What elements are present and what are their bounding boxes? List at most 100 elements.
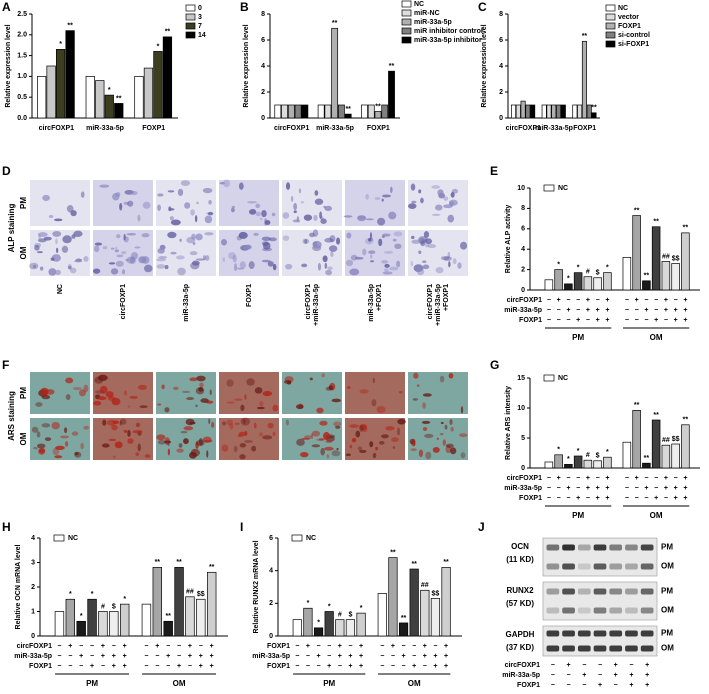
bar <box>331 27 339 119</box>
table-cell: − <box>654 297 658 304</box>
blot-band <box>546 630 560 637</box>
significance: $ <box>596 270 600 277</box>
blot-band <box>640 607 654 614</box>
table-cell: + <box>654 495 658 502</box>
significance: * <box>157 43 160 50</box>
stain-blob <box>285 263 293 270</box>
significance: * <box>567 276 570 283</box>
y-tick-label: 6 <box>269 535 273 542</box>
stain-blob <box>38 449 45 455</box>
stain-blob <box>293 202 298 211</box>
stain-blob <box>244 439 253 443</box>
blot-band <box>609 588 623 595</box>
table-cell: + <box>586 307 590 314</box>
table-cell: − <box>547 495 551 502</box>
stain-blob <box>267 422 274 429</box>
significance: ## <box>662 437 670 444</box>
table-cell: − <box>295 653 299 660</box>
stain-blob <box>396 427 401 436</box>
table-cell: − <box>567 672 571 679</box>
protein-size: (37 KD) <box>506 643 534 652</box>
bar <box>554 269 563 291</box>
significance: ** <box>401 615 407 622</box>
stain-blob <box>123 233 126 241</box>
stain-blob <box>385 426 395 431</box>
bar <box>109 611 119 637</box>
y-tick-label: 2 <box>499 89 503 96</box>
group-label: PM <box>572 333 584 342</box>
significance: $ <box>348 612 352 619</box>
bar <box>398 622 409 637</box>
table-cell: − <box>306 653 310 660</box>
blot-band <box>593 563 607 570</box>
bar <box>85 76 95 119</box>
stain-image <box>282 180 342 226</box>
y-tick-label: 8 <box>499 11 503 18</box>
bar <box>104 94 114 119</box>
stain-blob <box>157 439 166 445</box>
significance: * <box>360 605 363 612</box>
table-cell: + <box>664 307 668 314</box>
y-axis-label: Relative expression level <box>481 24 488 107</box>
table-cell: + <box>423 643 427 650</box>
stain-blob <box>325 269 333 276</box>
stain-blob <box>258 432 264 437</box>
table-cell: + <box>645 662 649 669</box>
y-axis-label: Relative ALP activity <box>505 205 512 274</box>
x-tick-label: miR-33a-5p <box>86 125 124 132</box>
stain-blob <box>231 205 236 209</box>
stain-blob <box>259 217 263 221</box>
stain-blob <box>439 433 444 436</box>
stain-blob <box>346 232 352 239</box>
table-cell: − <box>644 317 648 324</box>
panel-letter: A <box>2 0 11 14</box>
stain-blob <box>108 262 116 265</box>
stain-blob <box>418 449 424 458</box>
table-cell: + <box>199 653 203 660</box>
legend-swatch <box>543 184 555 192</box>
stain-image <box>408 180 468 226</box>
stain-blob <box>425 451 432 460</box>
stain-blob <box>234 422 240 426</box>
bar <box>544 461 554 469</box>
stain-blob <box>443 204 453 209</box>
stain-blob <box>293 210 297 214</box>
blot-band <box>593 544 607 551</box>
table-cell: − <box>144 653 148 660</box>
x-tick-label: miR-33a-5p <box>316 125 354 132</box>
stain-blob <box>448 261 451 268</box>
stain-blob <box>420 197 424 204</box>
blot-band <box>577 630 591 637</box>
stain-blob <box>381 198 384 202</box>
bar <box>520 100 526 119</box>
stain-blob <box>237 434 243 437</box>
stain-blob <box>137 384 148 390</box>
stain-blob <box>311 444 321 448</box>
blot-band <box>546 607 560 614</box>
table-cell: + <box>654 317 658 324</box>
significance: ** <box>644 273 650 280</box>
bar <box>593 460 602 469</box>
table-cell: + <box>566 485 570 492</box>
y-axis-label: Relative expression level <box>243 24 250 107</box>
stain-blob <box>119 202 123 211</box>
stain-blob <box>55 445 65 450</box>
bar <box>573 455 583 469</box>
table-cell: − <box>635 485 639 492</box>
stain-blob <box>206 450 209 458</box>
table-row-label: FOXP1 <box>267 663 290 670</box>
table-cell: + <box>327 663 331 670</box>
stain-blob <box>322 432 330 440</box>
bar <box>274 104 282 119</box>
y-axis-label: Relative RUNX2 mRNA level <box>253 540 260 633</box>
stain-blob <box>357 446 363 451</box>
blot-band <box>640 645 654 652</box>
stain-blob <box>226 419 233 426</box>
stain-blob <box>460 406 464 414</box>
stain-blob <box>48 215 54 218</box>
stain-blob <box>222 257 226 262</box>
stain-blob <box>33 264 36 269</box>
table-cell: − <box>644 495 648 502</box>
table-cell: − <box>144 643 148 650</box>
stain-blob <box>129 256 137 265</box>
